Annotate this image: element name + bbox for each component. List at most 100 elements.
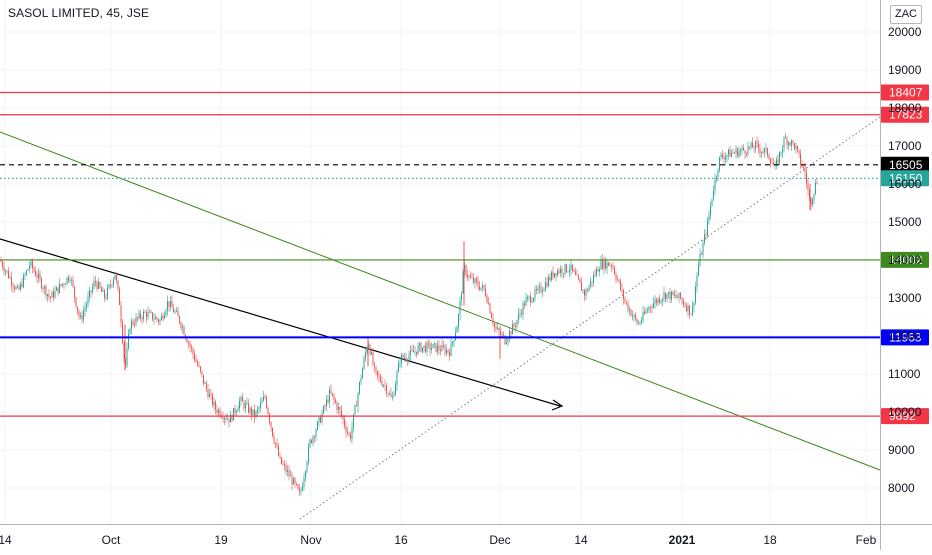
candle-body	[726, 154, 728, 157]
candle-body	[162, 315, 164, 319]
candle-body	[594, 275, 596, 276]
candle-body	[513, 324, 515, 327]
candle-body	[105, 298, 107, 299]
candle-body	[84, 307, 86, 312]
candle-body	[131, 321, 132, 329]
candle-body	[494, 323, 495, 327]
candle-body	[216, 409, 218, 413]
candle-body	[615, 273, 617, 280]
candle-body	[240, 397, 242, 401]
candle-body	[165, 310, 167, 316]
candle-body	[638, 323, 639, 325]
time-tick-label: 19	[214, 533, 228, 547]
candle-body	[249, 407, 251, 413]
chart-title: SASOL LIMITED, 45, JSE	[8, 6, 150, 20]
trend-lines[interactable]	[0, 116, 881, 520]
candle-body	[794, 143, 795, 149]
candle-body	[663, 292, 665, 299]
candle-body	[492, 318, 494, 324]
candle-body	[735, 148, 737, 153]
candle-body	[141, 318, 143, 320]
candle-body	[308, 446, 309, 463]
candle-body	[96, 282, 98, 289]
time-tick-label: 16	[394, 533, 408, 547]
candle-body	[227, 418, 228, 420]
candle-body	[585, 290, 587, 296]
candle-body	[614, 267, 615, 274]
candle-body	[303, 477, 305, 487]
candle-body	[758, 143, 759, 149]
candle-body	[419, 343, 420, 347]
candle-body	[650, 306, 651, 308]
candle-body	[581, 282, 582, 291]
candle-body	[534, 289, 536, 299]
candle-body	[707, 220, 708, 235]
candle-body	[354, 405, 356, 415]
candle-body	[11, 277, 12, 286]
candle-body	[746, 153, 747, 155]
candle-body	[314, 436, 315, 438]
candle-body	[801, 164, 803, 167]
candle-body	[92, 287, 93, 293]
candle-body	[674, 294, 675, 296]
candle-body	[720, 154, 722, 157]
candle-body	[797, 146, 798, 150]
candle-body	[512, 324, 513, 335]
candle-body	[782, 148, 783, 153]
candle-body	[542, 291, 543, 293]
trend-line-arrow[interactable]	[0, 238, 561, 407]
candle-body	[506, 341, 507, 344]
candle-body	[183, 326, 185, 335]
candle-body	[119, 288, 120, 306]
currency-unit-button[interactable]: ZAC	[890, 5, 922, 24]
trend-arrow-head	[551, 399, 564, 411]
candle-body	[146, 312, 147, 318]
candle-body	[401, 355, 402, 363]
time-tick-label: Dec	[489, 533, 510, 547]
candle-body	[69, 280, 71, 281]
candle-body	[123, 342, 125, 359]
candle-body	[207, 388, 209, 398]
candle-body	[29, 265, 30, 270]
candle-body	[468, 275, 470, 277]
trend-line-dotted[interactable]	[299, 116, 881, 520]
candle-body	[27, 269, 29, 271]
candle-body	[755, 141, 756, 149]
candle-body	[635, 314, 636, 319]
candle-body	[713, 190, 714, 199]
candle-body	[461, 293, 462, 301]
candle-body	[299, 488, 300, 492]
candle-body	[536, 289, 537, 291]
candle-body	[470, 275, 471, 278]
candle-body	[15, 287, 17, 290]
candle-body	[192, 348, 194, 355]
candle-body	[371, 352, 372, 355]
candle-body	[71, 279, 72, 281]
candle-body	[689, 305, 690, 315]
level-price-label: 18407	[889, 86, 923, 100]
candle-body	[353, 414, 354, 428]
candle-body	[24, 274, 26, 276]
candle-body	[500, 331, 501, 335]
candle-body	[335, 399, 336, 403]
candle-body	[557, 270, 558, 276]
candle-body	[599, 269, 600, 272]
candle-body	[206, 383, 207, 389]
candle-body	[33, 268, 35, 272]
candle-body	[627, 303, 629, 311]
candle-body	[527, 296, 528, 299]
candle-body	[360, 378, 362, 382]
trend-line-green[interactable]	[0, 131, 881, 471]
candle-body	[384, 385, 386, 386]
candle-body	[66, 277, 68, 284]
candle-body	[518, 313, 519, 321]
candle-body	[767, 148, 768, 156]
candle-body	[680, 292, 681, 299]
candle-body	[488, 302, 489, 304]
candle-body	[258, 407, 260, 410]
candle-body	[560, 268, 561, 273]
time-tick-label: 14	[574, 533, 588, 547]
